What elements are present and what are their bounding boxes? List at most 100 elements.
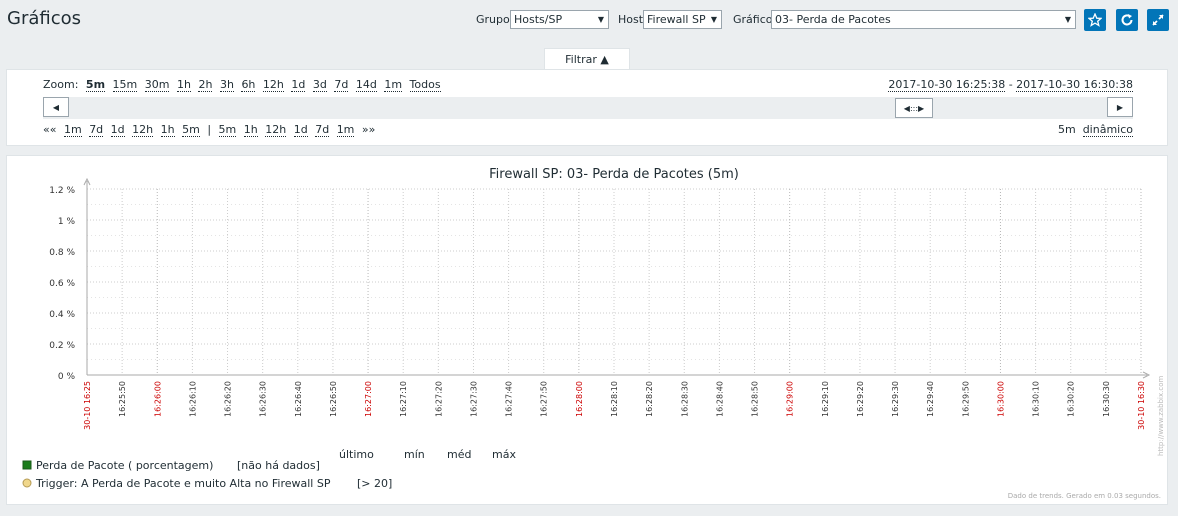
- star-icon: [1088, 13, 1102, 27]
- zoom-option[interactable]: 12h: [262, 78, 284, 92]
- period-to[interactable]: 2017-10-30 16:30:38: [1016, 78, 1133, 92]
- legend-header: último: [339, 448, 374, 461]
- zoom-option[interactable]: 3h: [219, 78, 234, 92]
- x-tick-label: 16:28:20: [645, 381, 654, 417]
- y-tick-label: 0.6 %: [49, 279, 75, 289]
- zoom-option[interactable]: 3d: [312, 78, 327, 92]
- chart-title: Firewall SP: 03- Perda de Pacotes (5m): [489, 167, 739, 182]
- x-tick-label: 16:28:00: [575, 381, 584, 417]
- nav-back-label: ««: [43, 123, 57, 136]
- zabbix-watermark: http://www.zabbix.com: [1157, 376, 1165, 456]
- refresh-button[interactable]: [1116, 9, 1138, 31]
- legend-header: máx: [492, 448, 516, 461]
- zoom-row: Zoom: 5m 15m 30m 1h 2h 3h 6h 12h 1d 3d 7…: [43, 78, 441, 92]
- zoom-option[interactable]: 5m: [85, 78, 106, 92]
- zoom-label: Zoom:: [43, 78, 79, 91]
- x-tick-label: 16:27:40: [505, 381, 514, 417]
- period-from[interactable]: 2017-10-30 16:25:38: [888, 78, 1006, 92]
- legend-header: méd: [447, 448, 471, 461]
- y-tick-label: 1.2 %: [49, 186, 75, 196]
- nav-fwd-option[interactable]: 1m: [336, 123, 355, 137]
- x-tick-label: 16:26:20: [224, 381, 233, 417]
- nav-back-option[interactable]: 5m: [182, 123, 200, 137]
- x-tick-label: 16:30:00: [996, 381, 1005, 417]
- graph-label: Gráfico: [733, 13, 773, 26]
- scroll-handle[interactable]: ◀:::▶: [895, 98, 933, 118]
- zoom-option[interactable]: 14d: [355, 78, 377, 92]
- x-tick-label: 16:25:50: [118, 381, 127, 417]
- favorite-button[interactable]: [1084, 9, 1106, 31]
- nav-back-option[interactable]: 12h: [132, 123, 154, 137]
- zoom-option[interactable]: 7d: [334, 78, 349, 92]
- graph-footer-note: Dado de trends. Gerado em 0.03 segundos.: [1008, 492, 1161, 500]
- x-tick-label: 16:30:20: [1067, 381, 1076, 417]
- y-tick-label: 0.2 %: [49, 341, 75, 351]
- zoom-option[interactable]: 6h: [241, 78, 256, 92]
- dynamic-control: 5m dinâmico: [1058, 123, 1133, 137]
- y-axis-arrow-icon: [83, 177, 91, 186]
- zoom-option[interactable]: 1d: [291, 78, 306, 92]
- drag-handle-icon: ◀:::▶: [903, 103, 925, 113]
- filter-tab[interactable]: Filtrar ▲: [544, 48, 630, 70]
- nav-fwd-option[interactable]: 1d: [293, 123, 308, 137]
- nav-fwd-label: »»: [361, 123, 376, 136]
- x-tick-label: 16:26:50: [329, 381, 338, 417]
- group-select-value: Hosts/SP: [514, 13, 563, 26]
- chevron-down-icon: ▼: [710, 15, 717, 24]
- graph-panel: Firewall SP: 03- Perda de Pacotes (5m) 1.…: [6, 155, 1168, 505]
- scroll-right-button[interactable]: ▶: [1107, 97, 1133, 117]
- y-tick-label: 0.8 %: [49, 248, 75, 258]
- page-header: Gráficos Grupo Hosts/SP ▼ Host Firewall …: [0, 0, 1178, 40]
- nav-fwd-option[interactable]: 12h: [265, 123, 287, 137]
- scroll-left-button[interactable]: ◀: [43, 97, 69, 117]
- timeline-scrollbar[interactable]: ◀ ◀:::▶ ▶: [43, 97, 1133, 119]
- x-tick-label: 16:29:10: [821, 381, 830, 417]
- x-tick-label: 16:29:20: [856, 381, 865, 417]
- x-tick-label: 16:28:30: [680, 381, 689, 417]
- x-tick-label: 16:30:30: [1102, 381, 1111, 417]
- graph-select-value: 03- Perda de Pacotes: [775, 13, 891, 26]
- zoom-option[interactable]: 2h: [198, 78, 213, 92]
- zoom-option[interactable]: 1h: [176, 78, 191, 92]
- y-tick-label: 1 %: [58, 217, 76, 227]
- dynamic-toggle[interactable]: dinâmico: [1082, 123, 1133, 137]
- legend-series-name: Perda de Pacote ( porcentagem): [36, 459, 213, 472]
- nav-fwd-option[interactable]: 5m: [218, 123, 237, 137]
- nav-back-option[interactable]: 1m: [63, 123, 82, 137]
- x-tick-label: 16:27:10: [399, 381, 408, 417]
- arrow-left-icon: ◀: [52, 102, 60, 112]
- period-separator: -: [1005, 78, 1017, 91]
- zoom-option[interactable]: 30m: [144, 78, 170, 92]
- nav-fwd-option[interactable]: 1h: [243, 123, 258, 137]
- graph-canvas[interactable]: Firewall SP: 03- Perda de Pacotes (5m) 1.…: [7, 156, 1169, 506]
- x-tick-label: 16:27:30: [469, 381, 478, 417]
- host-select[interactable]: Firewall SP ▼: [643, 10, 722, 29]
- x-tick-label: 16:27:00: [364, 381, 373, 417]
- x-tick-label: 16:26:10: [188, 381, 197, 417]
- x-tick-label: 30-10 16:25: [83, 381, 92, 430]
- zoom-option[interactable]: 15m: [112, 78, 138, 92]
- x-tick-label: 16:27:50: [540, 381, 549, 417]
- graph-select[interactable]: 03- Perda de Pacotes ▼: [771, 10, 1076, 29]
- group-label: Grupo: [476, 13, 510, 26]
- x-tick-label: 16:29:00: [786, 381, 795, 417]
- group-select[interactable]: Hosts/SP ▼: [510, 10, 609, 29]
- chevron-down-icon: ▼: [1064, 15, 1071, 24]
- nav-fwd-option[interactable]: 7d: [315, 123, 330, 137]
- nav-back-option[interactable]: 7d: [89, 123, 104, 137]
- nav-back-option[interactable]: 1d: [110, 123, 125, 137]
- arrow-right-icon: ▶: [1116, 102, 1124, 112]
- filter-panel: Zoom: 5m 15m 30m 1h 2h 3h 6h 12h 1d 3d 7…: [6, 69, 1168, 146]
- x-tick-label: 16:26:30: [259, 381, 268, 417]
- zoom-option[interactable]: Todos: [409, 78, 441, 92]
- legend-trigger-name: Trigger: A Perda de Pacote e muito Alta …: [35, 477, 331, 490]
- x-tick-label: 16:26:00: [153, 381, 162, 417]
- nav-back-option[interactable]: 1h: [160, 123, 175, 137]
- period-nav-row: «« 1m 7d 1d 12h 1h 5m | 5m 1h 12h 1d 7d …: [43, 123, 376, 137]
- fullscreen-button[interactable]: [1147, 9, 1169, 31]
- nav-separator: |: [207, 123, 212, 136]
- zoom-option[interactable]: 1m: [384, 78, 403, 92]
- x-tick-label: 16:27:20: [434, 381, 443, 417]
- x-tick-label: 16:28:50: [751, 381, 760, 417]
- x-tick-label: 16:28:10: [610, 381, 619, 417]
